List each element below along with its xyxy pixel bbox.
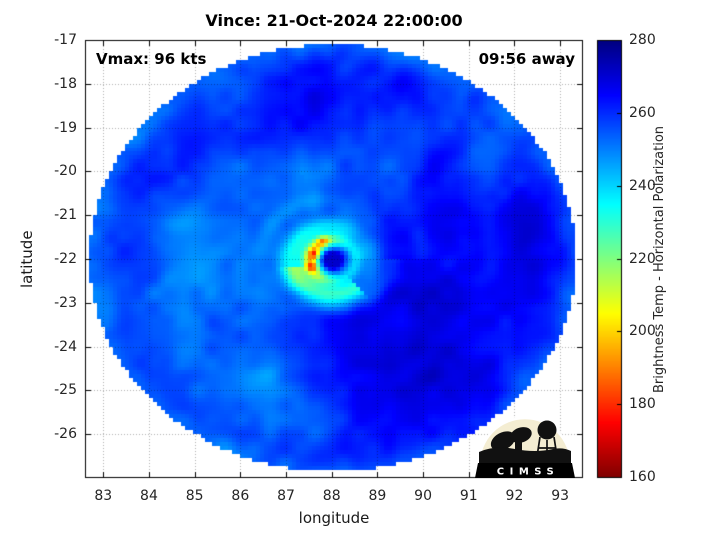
x-tick-label: 88 bbox=[322, 488, 341, 504]
colorbar-tick-label: 260 bbox=[629, 104, 656, 121]
y-tick-label: -17 bbox=[54, 32, 77, 48]
water-tower-tank bbox=[537, 420, 557, 440]
y-tick-label: -21 bbox=[54, 207, 77, 224]
x-tick-label: 93 bbox=[551, 488, 570, 504]
x-tick-label: 84 bbox=[140, 488, 158, 504]
colorbar-tick-label: 220 bbox=[629, 250, 656, 267]
vmax-annotation: Vmax: 96 kts bbox=[96, 50, 207, 68]
y-tick-label: -25 bbox=[54, 382, 77, 399]
x-tick-label: 87 bbox=[277, 488, 295, 504]
x-tick-label: 85 bbox=[185, 488, 204, 504]
time-away-annotation: 09:56 away bbox=[478, 50, 575, 68]
x-tick-label: 91 bbox=[459, 488, 478, 504]
x-tick-label: 89 bbox=[368, 488, 387, 504]
y-tick-label: -23 bbox=[54, 294, 77, 311]
y-tick-label: -22 bbox=[54, 251, 77, 267]
cimss-logo-art: CIMSS bbox=[475, 416, 575, 478]
logo-banner bbox=[475, 463, 575, 478]
colorbar-tick-label: 160 bbox=[629, 469, 656, 485]
cimss-logo-text: CIMSS bbox=[497, 467, 559, 478]
x-tick-label: 83 bbox=[94, 488, 113, 504]
colorbar-tick-label: 180 bbox=[629, 396, 656, 413]
colorbar-label: Brightness Temp - Horizontal Polarizatio… bbox=[652, 125, 667, 393]
cimss-logo: CIMSS bbox=[475, 414, 575, 478]
y-tick-label: -26 bbox=[54, 426, 77, 443]
x-axis-label: longitude bbox=[298, 509, 370, 527]
y-tick-label: -18 bbox=[54, 75, 77, 92]
y-tick-label: -24 bbox=[54, 338, 77, 355]
x-tick-label: 92 bbox=[505, 488, 524, 504]
y-tick-label: -20 bbox=[54, 163, 77, 180]
colorbar-tick-label: 240 bbox=[629, 177, 656, 194]
logo-ground bbox=[479, 447, 571, 466]
x-tick-label: 90 bbox=[414, 488, 432, 504]
x-tick-label: 86 bbox=[231, 488, 250, 504]
colorbar-tick-label: 280 bbox=[629, 32, 656, 48]
y-tick-label: -19 bbox=[54, 119, 77, 136]
page-title: Vince: 21-Oct-2024 22:00:00 bbox=[205, 11, 463, 30]
colorbar-tick-label: 200 bbox=[629, 323, 656, 340]
